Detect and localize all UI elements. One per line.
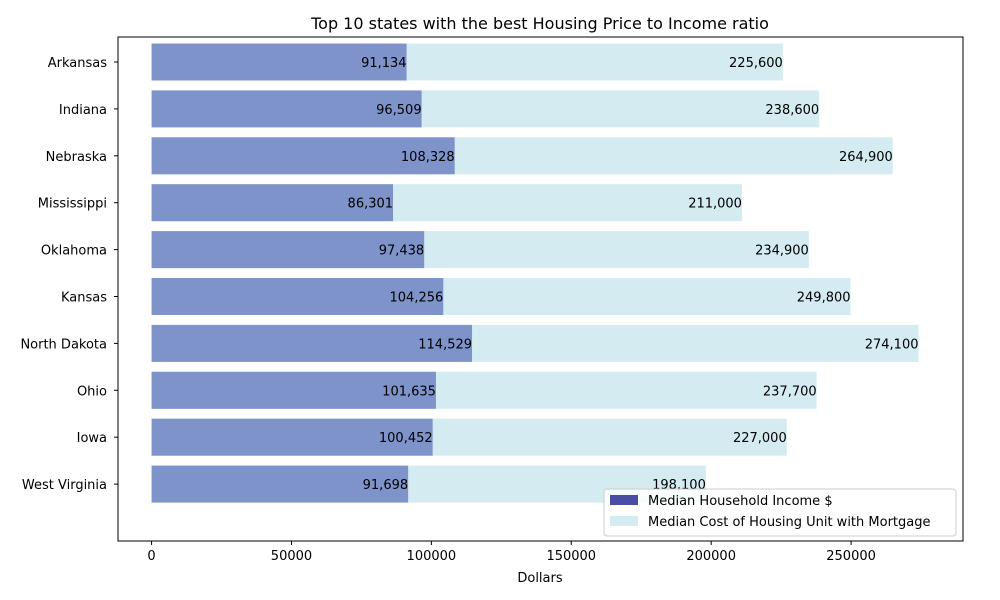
y-tick-label-ohio: Ohio	[77, 384, 107, 399]
label-income-ohio: 101,635	[382, 384, 436, 399]
label-housing-ohio: 237,700	[763, 384, 817, 399]
bar-income-arkansas	[151, 43, 407, 81]
plot-frame	[117, 36, 964, 542]
label-housing-indiana: 238,600	[765, 103, 819, 118]
label-income-nebraska: 108,328	[401, 150, 455, 165]
bar-income-west-virginia	[151, 465, 409, 503]
legend-box	[603, 488, 957, 537]
bar-income-ohio	[151, 371, 436, 409]
bar-income-indiana	[151, 90, 422, 128]
label-income-indiana: 96,509	[376, 103, 422, 118]
y-tick-label-oklahoma: Oklahoma	[41, 244, 107, 259]
label-housing-oklahoma: 234,900	[755, 244, 809, 259]
bar-income-nebraska	[151, 137, 455, 175]
label-income-mississippi: 86,301	[348, 197, 394, 212]
y-tick-label-indiana: Indiana	[59, 103, 107, 118]
label-housing-iowa: 227,000	[733, 431, 787, 446]
bar-income-oklahoma	[151, 231, 425, 269]
x-tick-label-250000: 250000	[826, 549, 876, 564]
household-income-series	[151, 43, 473, 503]
label-housing-arkansas: 225,600	[729, 56, 783, 71]
x-tick-label-50000: 50000	[271, 549, 312, 564]
label-income-kansas: 104,256	[390, 291, 444, 306]
label-income-north-dakota: 114,529	[418, 337, 472, 352]
y-tick-label-iowa: Iowa	[77, 431, 107, 446]
legend: Median Household Income $ Median Cost of…	[603, 488, 957, 537]
x-tick-label-200000: 200000	[686, 549, 736, 564]
bar-income-north-dakota	[151, 324, 473, 362]
y-tick-label-west-virginia: West Virginia	[22, 478, 107, 493]
y-tick-label-kansas: Kansas	[61, 291, 107, 306]
label-housing-north-dakota: 274,100	[865, 337, 919, 352]
chart-title: Top 10 states with the best Housing Pric…	[310, 14, 769, 33]
x-tick-label-150000: 150000	[546, 549, 596, 564]
y-tick-label-arkansas: Arkansas	[48, 56, 107, 71]
label-housing-nebraska: 264,900	[839, 150, 893, 165]
bar-income-kansas	[151, 278, 444, 315]
legend-swatch-income	[610, 495, 638, 505]
y-tick-label-nebraska: Nebraska	[46, 150, 107, 165]
y-axis: Arkansas Indiana Nebraska Mississippi Oklaho…	[20, 56, 118, 493]
label-income-west-virginia: 91,698	[363, 478, 409, 493]
x-axis: 0 50000 100000 150000 200000 250000	[147, 541, 876, 564]
x-axis-label: Dollars	[517, 571, 562, 586]
label-income-iowa: 100,452	[379, 431, 433, 446]
label-income-arkansas: 91,134	[361, 56, 407, 71]
x-tick-label-100000: 100000	[407, 549, 457, 564]
legend-label-housing: Median Cost of Housing Unit with Mortgag…	[648, 515, 930, 530]
legend-label-income: Median Household Income $	[648, 494, 833, 509]
data-labels: 91,134 225,600 96,509 238,600 108,328 264,900…	[348, 56, 919, 493]
label-housing-kansas: 249,800	[797, 291, 851, 306]
bar-income-mississippi	[151, 184, 394, 222]
label-income-oklahoma: 97,438	[379, 244, 425, 259]
y-tick-label-mississippi: Mississippi	[38, 197, 107, 212]
label-housing-mississippi: 211,000	[688, 197, 742, 212]
legend-swatch-housing	[610, 516, 638, 526]
bar-income-iowa	[151, 418, 433, 456]
x-tick-label-0: 0	[147, 549, 155, 564]
y-tick-label-north-dakota: North Dakota	[20, 337, 107, 352]
